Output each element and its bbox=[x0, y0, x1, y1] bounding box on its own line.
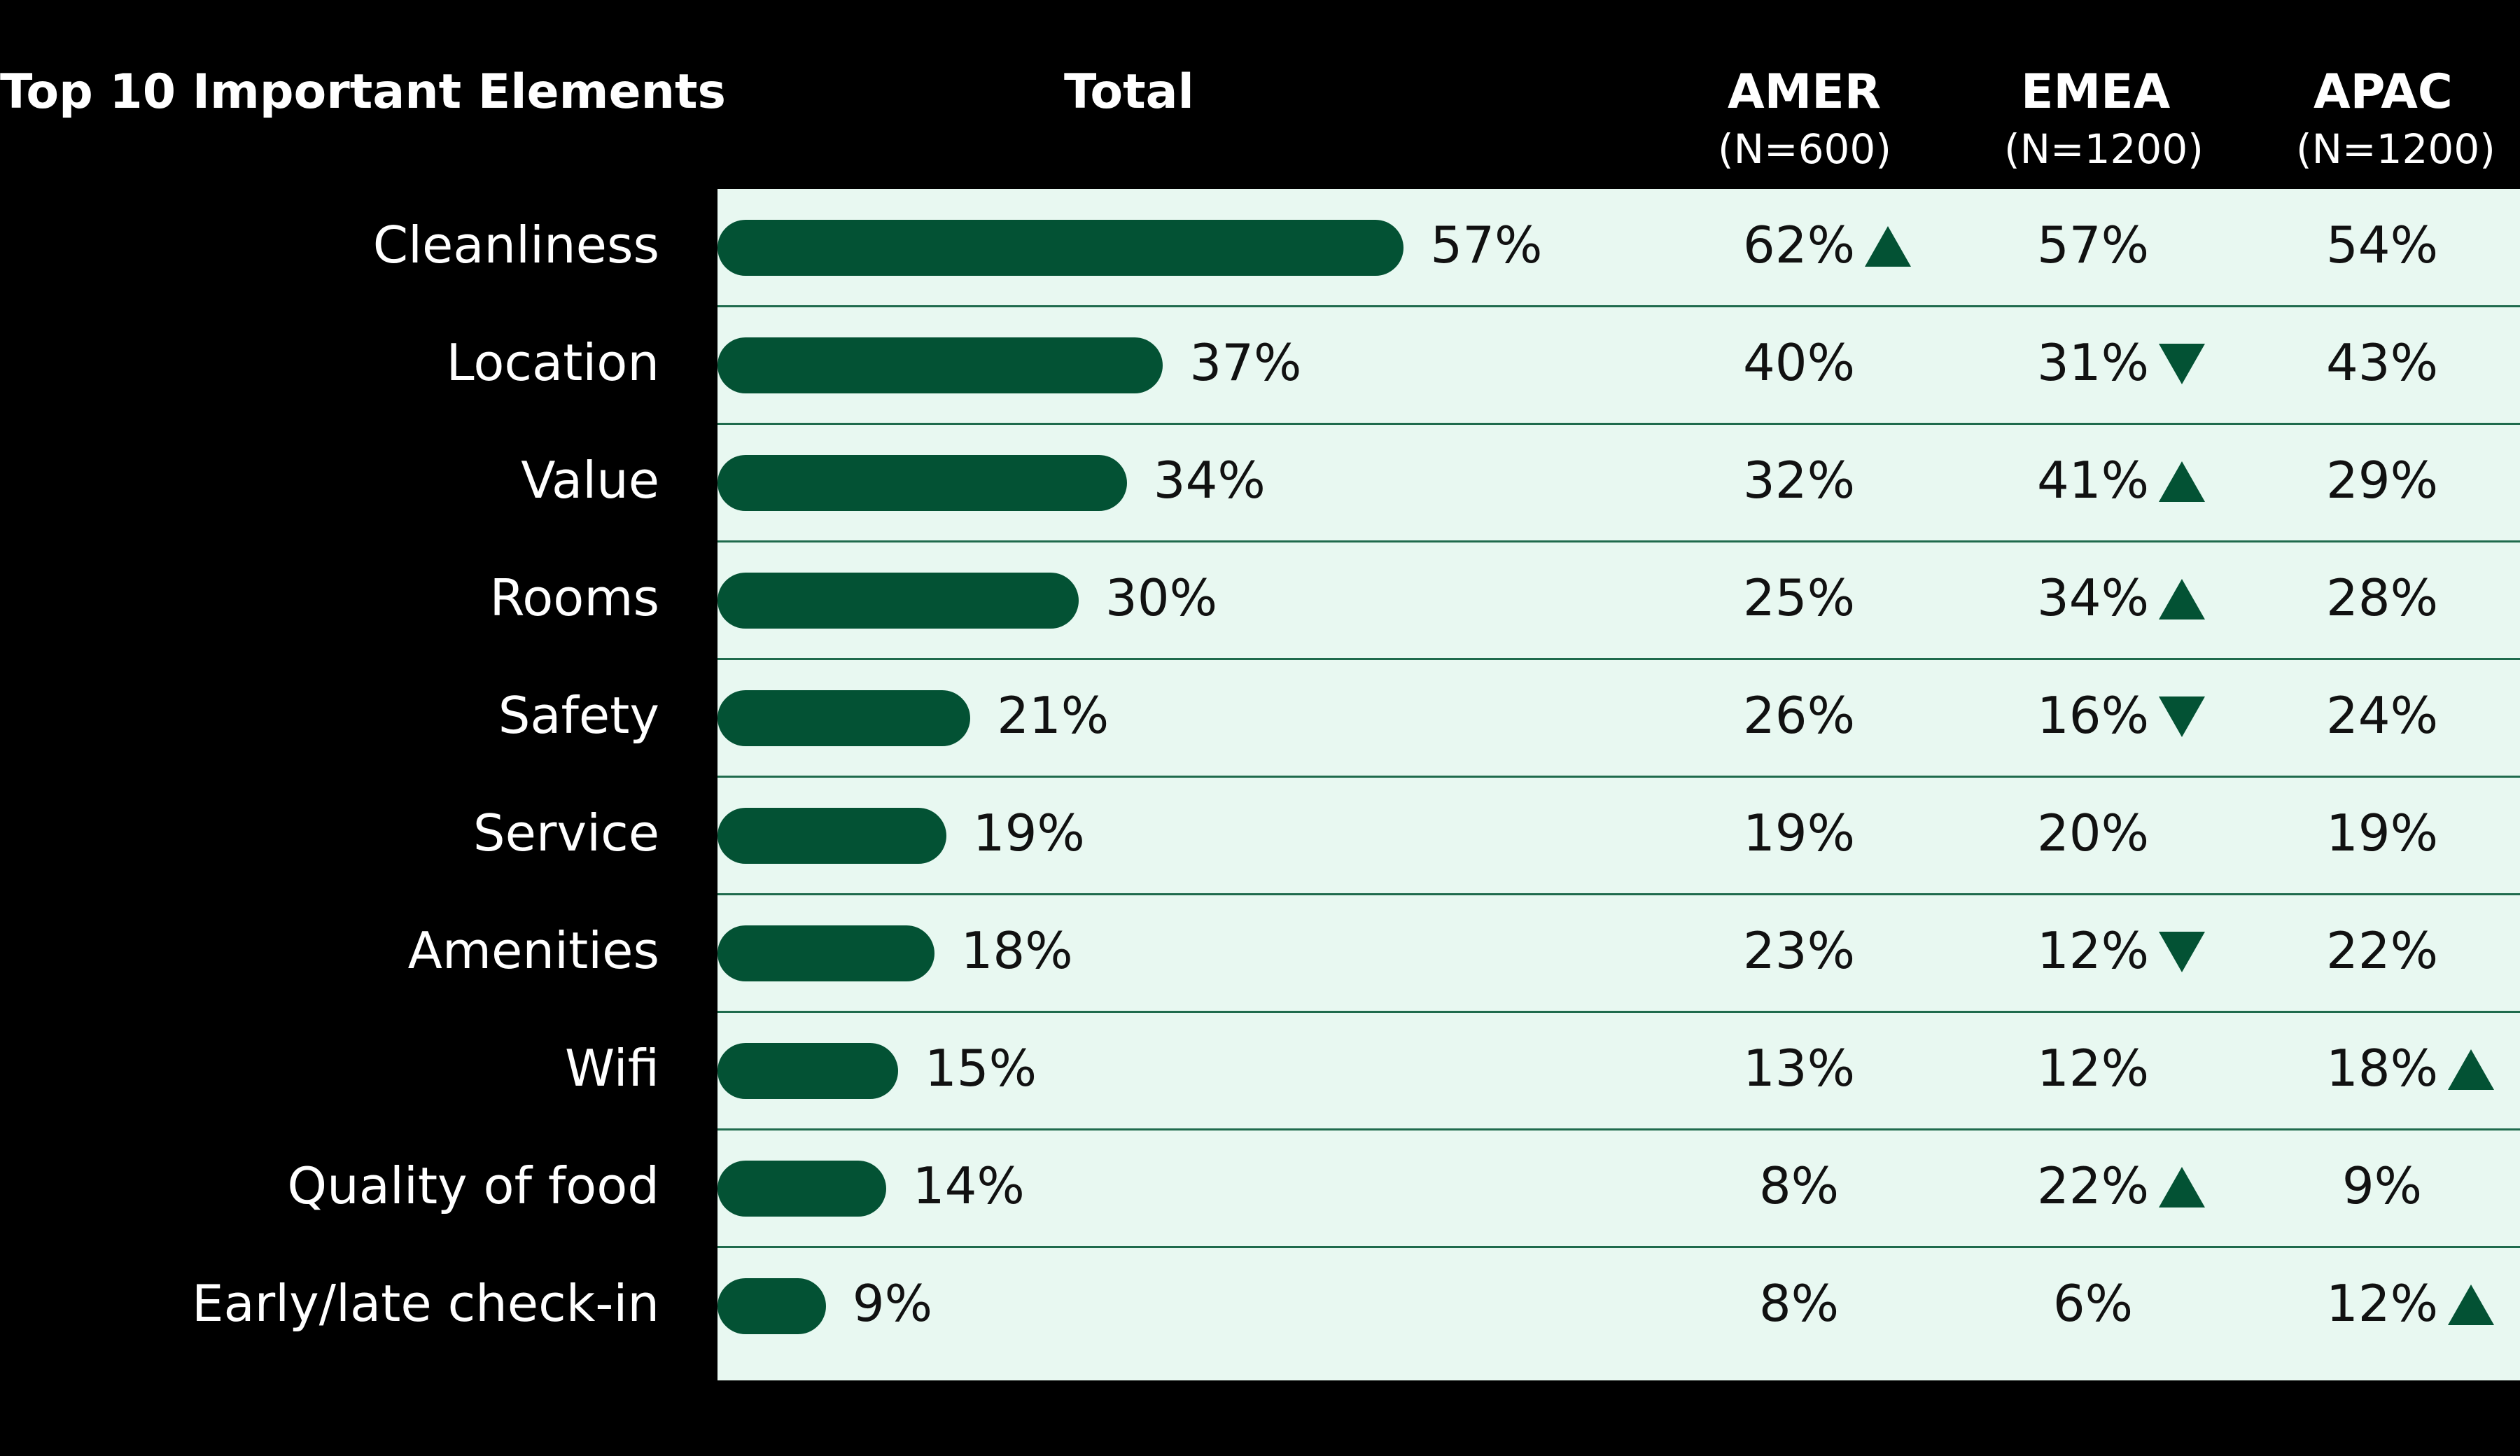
triangle-up-icon-apac-wifi bbox=[2448, 1049, 2494, 1090]
bar-value-cleanliness: 57% bbox=[1430, 216, 1543, 274]
triangle-down-icon-emea-amenities bbox=[2159, 932, 2205, 972]
region-value-apac-quality-of-food: 9% bbox=[2342, 1156, 2423, 1215]
bar-rooms bbox=[718, 573, 1079, 629]
apac-column-header: APAC bbox=[2314, 64, 2453, 120]
region-value-emea-amenities: 12% bbox=[2036, 921, 2150, 980]
triangle-down-icon-emea-location-shape bbox=[2159, 344, 2205, 384]
region-value-apac-rooms: 28% bbox=[2325, 568, 2439, 627]
region-value-amer-value: 32% bbox=[1742, 451, 1856, 510]
bar-service bbox=[718, 808, 946, 864]
region-value-emea-cleanliness: 57% bbox=[2036, 216, 2150, 274]
total-column-header: Total bbox=[1064, 64, 1194, 120]
row-separator bbox=[718, 1011, 2520, 1013]
region-value-amer-safety: 26% bbox=[1742, 686, 1856, 745]
triangle-up-icon-amer-cleanliness-shape bbox=[1865, 226, 1911, 267]
row-separator bbox=[718, 776, 2520, 778]
triangle-up-icon-apac-early-late-check-in bbox=[2448, 1284, 2494, 1325]
bar-safety bbox=[718, 690, 971, 746]
triangle-up-icon-emea-rooms bbox=[2159, 579, 2205, 620]
bar-value-service: 19% bbox=[972, 804, 1085, 862]
region-value-amer-location: 40% bbox=[1742, 333, 1856, 392]
bar-value-safety: 21% bbox=[997, 686, 1110, 745]
row-label-early-late-check-in: Early/late check-in bbox=[191, 1274, 659, 1333]
apac-column-subheader: (N=1200) bbox=[2296, 125, 2496, 173]
bar-value bbox=[718, 455, 1127, 511]
row-separator bbox=[718, 658, 2520, 660]
triangle-up-icon-apac-early-late-check-in-shape bbox=[2448, 1284, 2494, 1325]
amer-column-subheader: (N=600) bbox=[1718, 125, 1891, 173]
row-label-amenities: Amenities bbox=[407, 921, 659, 980]
bar-value-location: 37% bbox=[1189, 333, 1302, 392]
row-label-service: Service bbox=[472, 804, 659, 862]
bar-quality-of-food bbox=[718, 1161, 886, 1217]
bar-value-amenities: 18% bbox=[960, 921, 1073, 980]
bar-value-quality-of-food: 14% bbox=[912, 1156, 1025, 1215]
bar-location bbox=[718, 337, 1163, 393]
bar-amenities bbox=[718, 925, 934, 981]
region-value-amer-early-late-check-in: 8% bbox=[1758, 1274, 1840, 1333]
bar-value-early-late-check-in: 9% bbox=[852, 1274, 933, 1333]
region-value-apac-wifi: 18% bbox=[2325, 1039, 2439, 1098]
emea-column-header: EMEA bbox=[2021, 64, 2171, 120]
region-value-emea-service: 20% bbox=[2036, 804, 2150, 862]
region-value-apac-location: 43% bbox=[2325, 333, 2439, 392]
region-value-amer-rooms: 25% bbox=[1742, 568, 1856, 627]
row-separator bbox=[718, 540, 2520, 542]
row-separator bbox=[718, 1246, 2520, 1248]
emea-column-subheader: (N=1200) bbox=[2004, 125, 2204, 173]
triangle-up-icon-emea-quality-of-food bbox=[2159, 1167, 2205, 1208]
region-value-emea-wifi: 12% bbox=[2036, 1039, 2150, 1098]
region-value-apac-amenities: 22% bbox=[2325, 921, 2439, 980]
triangle-down-icon-emea-amenities-shape bbox=[2159, 932, 2205, 972]
region-value-apac-value: 29% bbox=[2325, 451, 2439, 510]
row-label-wifi: Wifi bbox=[565, 1039, 659, 1098]
row-label-value: Value bbox=[521, 451, 659, 510]
chart-title: Top 10 Important Elements bbox=[0, 64, 727, 120]
triangle-up-icon-emea-rooms-shape bbox=[2159, 579, 2205, 620]
region-value-apac-safety: 24% bbox=[2325, 686, 2439, 745]
region-value-emea-rooms: 34% bbox=[2036, 568, 2150, 627]
region-value-emea-location: 31% bbox=[2036, 333, 2150, 392]
row-label-cleanliness: Cleanliness bbox=[372, 216, 659, 274]
region-value-amer-service: 19% bbox=[1742, 804, 1856, 862]
region-value-amer-wifi: 13% bbox=[1742, 1039, 1856, 1098]
bar-value-rooms: 30% bbox=[1105, 568, 1218, 627]
triangle-up-icon-emea-value bbox=[2159, 461, 2205, 502]
region-value-amer-quality-of-food: 8% bbox=[1758, 1156, 1840, 1215]
row-label-safety: Safety bbox=[498, 686, 659, 745]
region-value-amer-amenities: 23% bbox=[1742, 921, 1856, 980]
row-separator bbox=[718, 893, 2520, 895]
row-separator bbox=[718, 305, 2520, 307]
triangle-up-icon-amer-cleanliness bbox=[1865, 226, 1911, 267]
region-value-emea-safety: 16% bbox=[2036, 686, 2150, 745]
bar-early-late-check-in bbox=[718, 1278, 826, 1334]
bar-wifi bbox=[718, 1043, 898, 1099]
triangle-down-icon-emea-safety-shape bbox=[2159, 696, 2205, 737]
region-value-apac-cleanliness: 54% bbox=[2325, 216, 2439, 274]
region-value-emea-early-late-check-in: 6% bbox=[2052, 1274, 2134, 1333]
region-value-emea-value: 41% bbox=[2036, 451, 2150, 510]
region-value-apac-service: 19% bbox=[2325, 804, 2439, 862]
region-value-apac-early-late-check-in: 12% bbox=[2325, 1274, 2439, 1333]
triangle-up-icon-apac-wifi-shape bbox=[2448, 1049, 2494, 1090]
row-separator bbox=[718, 1128, 2520, 1130]
region-value-amer-cleanliness: 62% bbox=[1742, 216, 1856, 274]
region-value-emea-quality-of-food: 22% bbox=[2036, 1156, 2150, 1215]
triangle-up-icon-emea-quality-of-food-shape bbox=[2159, 1167, 2205, 1208]
amer-column-header: AMER bbox=[1728, 64, 1882, 120]
bar-cleanliness bbox=[718, 220, 1404, 276]
row-label-rooms: Rooms bbox=[489, 568, 659, 627]
triangle-down-icon-emea-safety bbox=[2159, 696, 2205, 737]
row-separator bbox=[718, 423, 2520, 425]
bar-value-wifi: 15% bbox=[925, 1039, 1037, 1098]
triangle-down-icon-emea-location bbox=[2159, 344, 2205, 384]
bar-value-value: 34% bbox=[1153, 451, 1266, 510]
row-label-quality-of-food: Quality of food bbox=[287, 1156, 659, 1215]
row-label-location: Location bbox=[446, 333, 659, 392]
triangle-up-icon-emea-value-shape bbox=[2159, 461, 2205, 502]
